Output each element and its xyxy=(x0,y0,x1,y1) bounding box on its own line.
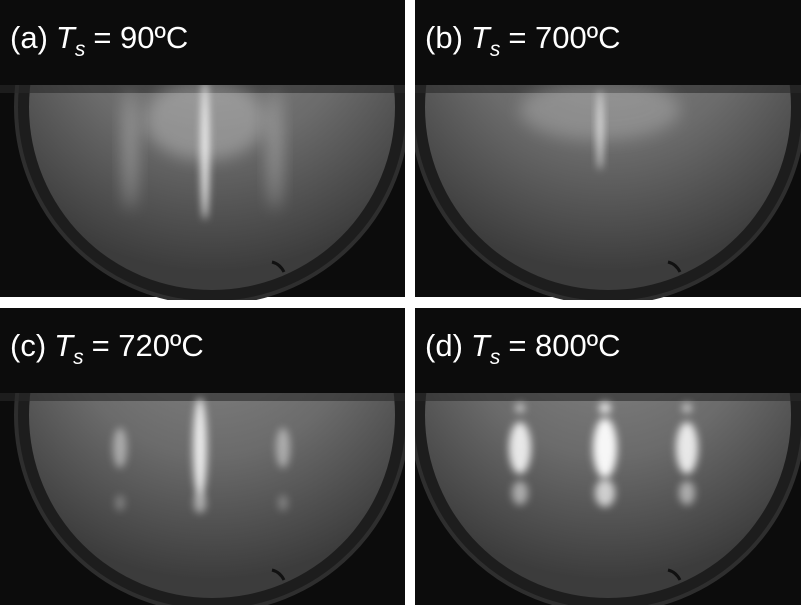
variable: T xyxy=(56,20,77,55)
diffraction-feature xyxy=(124,90,136,210)
panel-letter: (b) xyxy=(425,20,463,55)
diffraction-feature xyxy=(509,422,531,474)
panel-label: (a)Ts = 90ºC xyxy=(10,20,188,61)
diffraction-feature xyxy=(278,495,288,511)
variable: T xyxy=(471,328,492,363)
variable: T xyxy=(54,328,75,363)
shadow-band xyxy=(415,393,801,401)
panel-letter: (d) xyxy=(425,328,463,363)
diffraction-feature xyxy=(515,403,525,413)
variable: T xyxy=(471,20,492,55)
panel-label: (c)Ts = 720ºC xyxy=(10,328,204,369)
figure: (a)Ts= 90ºC(b)Ts= 700ºC(c)Ts= 720ºC(d)Ts… xyxy=(0,0,801,605)
panel: (b)Ts = 700ºC xyxy=(412,0,801,303)
subscript: s xyxy=(490,38,501,61)
panel-letter: (c) xyxy=(10,328,46,363)
panel-value: = 720ºC xyxy=(92,328,204,363)
diffraction-feature xyxy=(593,418,617,478)
panel-value: = 90ºC xyxy=(93,20,188,55)
panel-value: = 800ºC xyxy=(508,328,620,363)
diffraction-feature xyxy=(682,403,692,413)
diffraction-feature xyxy=(194,493,206,513)
diffraction-feature xyxy=(276,428,290,468)
diffraction-feature xyxy=(113,428,127,468)
subscript: s xyxy=(73,346,84,369)
diffraction-feature xyxy=(520,80,680,140)
diffraction-feature xyxy=(512,481,528,505)
panel-letter: (a) xyxy=(10,20,48,55)
panel-value: = 700ºC xyxy=(508,20,620,55)
diffraction-feature xyxy=(676,422,698,474)
panel: (a)Ts = 90ºC xyxy=(0,0,408,303)
diffraction-feature xyxy=(595,479,615,507)
diffraction-feature xyxy=(145,80,265,160)
diffraction-feature xyxy=(193,398,207,498)
subscript: s xyxy=(490,346,501,369)
panels: (a)Ts= 90ºC(b)Ts= 700ºC(c)Ts= 720ºC(d)Ts… xyxy=(0,0,801,605)
diffraction-feature xyxy=(269,90,281,210)
diffraction-feature xyxy=(599,402,611,414)
panel-label: (b)Ts = 700ºC xyxy=(425,20,620,61)
diffraction-feature xyxy=(115,495,125,511)
diffraction-feature xyxy=(679,481,695,505)
subscript: s xyxy=(75,38,86,61)
shadow-band xyxy=(0,393,405,401)
panel-label: (d)Ts = 800ºC xyxy=(425,328,620,369)
